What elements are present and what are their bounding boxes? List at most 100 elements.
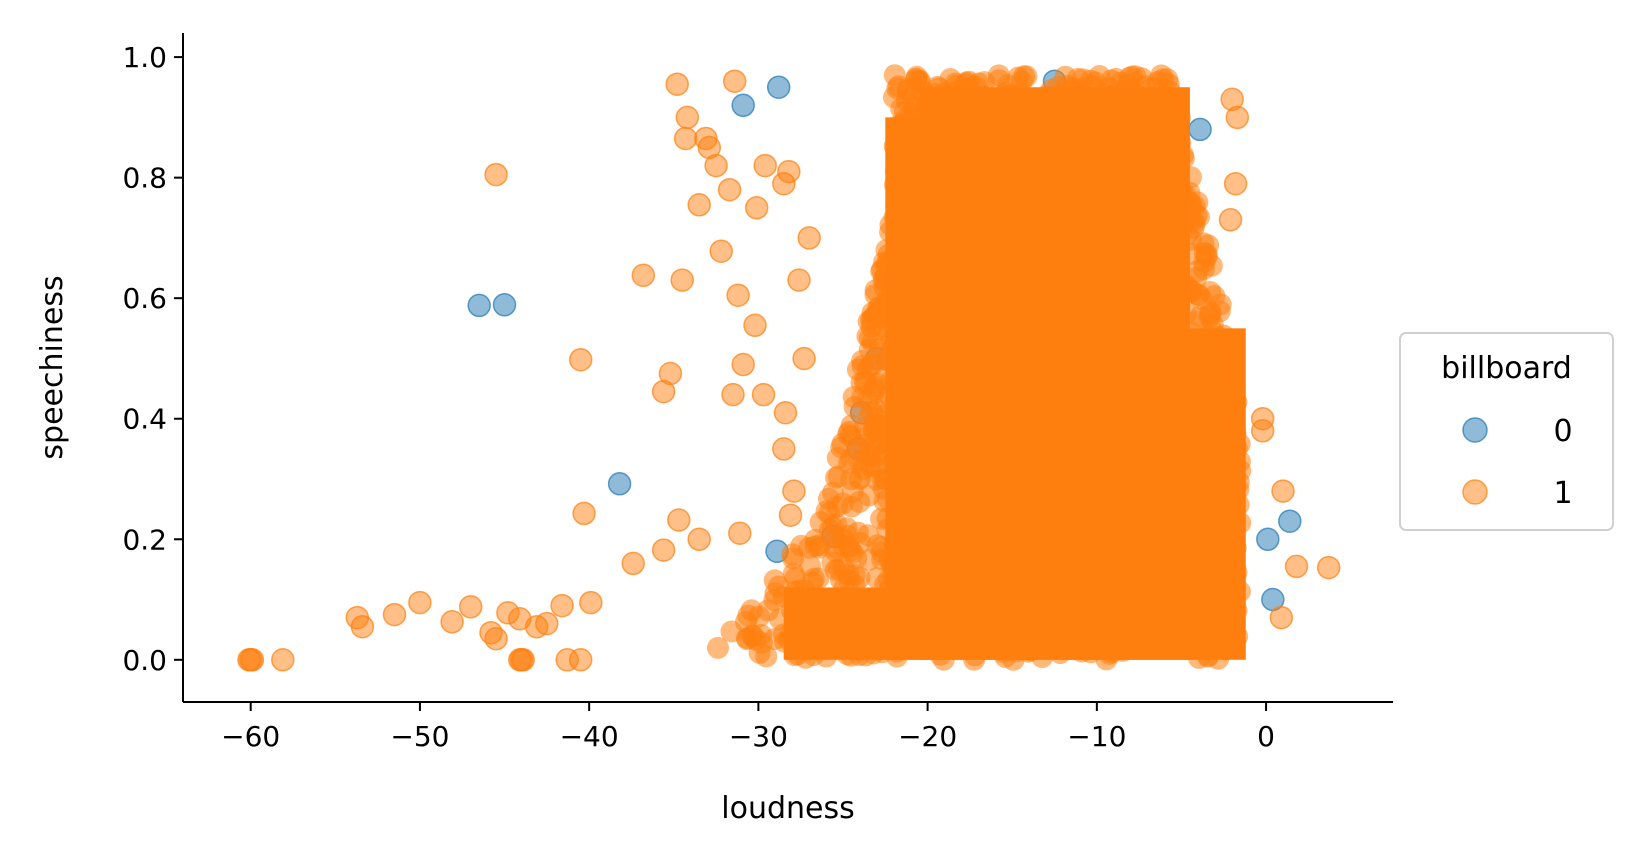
dense-point [1199,281,1222,303]
dense-core [1184,328,1246,660]
legend-label: 0 [1553,414,1572,449]
dense-point [863,304,886,327]
y-tick-label: 0.2 [122,523,167,556]
data-point [1284,554,1309,579]
dense-point [838,535,861,558]
dense-point [838,420,861,443]
data-point [777,159,801,184]
dense-point [847,449,870,472]
dense-point [865,398,888,421]
data-point [717,177,742,202]
dense-point [1186,191,1209,214]
series-1 [237,64,1341,672]
data-point [766,75,791,99]
data-point [382,602,407,627]
data-point [782,479,806,503]
legend: billboard 0 1 [1399,332,1614,531]
dense-point [763,628,786,651]
dense-point [735,610,757,633]
data-point [792,346,816,371]
dense-point [1192,232,1215,255]
data-point [687,193,711,217]
data-point [484,162,508,187]
legend-box [1399,332,1614,531]
plot-area [237,64,1341,672]
data-point [721,382,745,407]
data-point [751,382,776,407]
dense-point [843,396,866,418]
data-point [1271,479,1295,503]
dense-point [860,353,883,376]
legend-label: 1 [1553,476,1572,511]
data-point [667,508,691,532]
dense-point [707,636,729,659]
x-tick-label: −30 [729,720,788,753]
data-point [550,593,574,618]
data-point [1278,509,1302,533]
x-axis-label: loudness [721,791,854,826]
dense-point [1198,305,1221,328]
legend-title: billboard [1441,351,1572,386]
axes: −60 −50 −40 −30 −20 −10 0 0.0 0.2 0.4 0.6 0.8 1.0 lou… [35,33,1393,826]
y-tick-label: 1.0 [122,41,167,74]
legend-marker [1462,479,1488,505]
dense-region-0 [707,64,1252,671]
data-point [1188,117,1212,142]
data-point [722,69,747,93]
dense-point [865,456,887,479]
data-point [728,521,752,545]
data-point [535,611,559,636]
dense-point [848,490,871,513]
dense-core [919,87,1190,660]
data-point [458,595,483,619]
data-point [572,501,596,526]
data-point [731,352,755,377]
x-tick-label: −20 [898,720,957,753]
data-point [1225,105,1250,130]
data-point [687,527,711,552]
data-point [772,437,796,461]
data-point [743,313,767,338]
x-tick-label: −50 [390,720,449,753]
dense-point [784,567,807,590]
dense-point [987,64,1010,87]
y-axis-label: speechiness [35,275,70,459]
data-point [787,268,811,292]
x-tick-label: −40 [560,720,619,753]
data-point [1256,527,1280,552]
data-point [726,283,750,307]
legend-marker [1462,417,1488,443]
x-tick-label: −10 [1067,720,1126,753]
dense-point [1015,65,1038,88]
data-point [1218,208,1243,232]
data-point [778,503,803,527]
y-tick-label: 0.8 [122,162,167,195]
data-point [579,590,603,615]
data-point [467,293,491,318]
dense-point [866,567,889,590]
data-point [621,551,645,576]
dense-core [783,587,1199,660]
data-point [631,263,656,288]
data-point [1269,605,1294,630]
data-point [731,93,755,118]
data-point [350,614,375,639]
data-point [271,648,295,672]
data-point [607,472,632,496]
legend-item-1: 1 [1462,476,1573,511]
dense-point [843,564,866,586]
data-point [568,347,593,372]
data-point [440,610,464,634]
data-point [492,293,517,317]
data-point [673,126,698,151]
y-tick-label: 0.6 [122,282,167,315]
data-point [508,648,532,672]
dense-point [824,559,847,581]
data-point [1223,171,1248,196]
data-point [773,400,798,425]
data-point [658,361,683,386]
data-point [670,268,694,292]
data-point [237,648,261,672]
legend-item-0: 0 [1462,414,1573,449]
